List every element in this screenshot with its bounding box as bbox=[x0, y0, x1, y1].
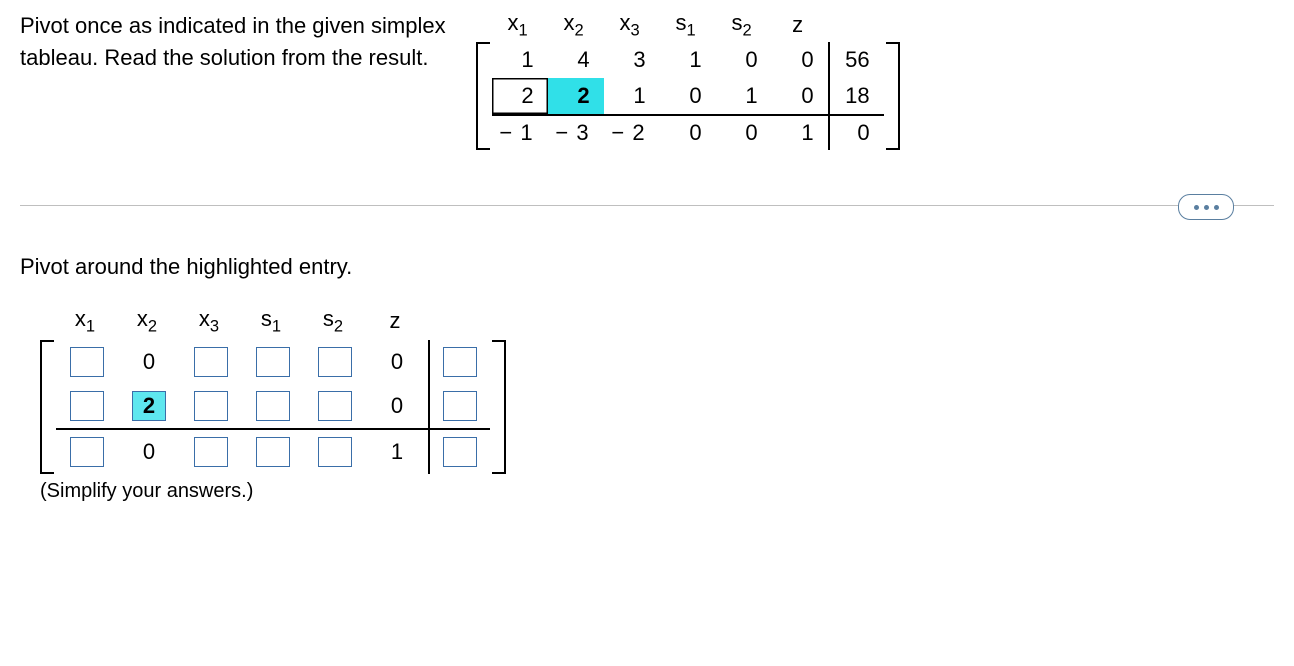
ans-r3c2: 0 bbox=[118, 428, 180, 474]
hdr-z: z bbox=[770, 10, 826, 40]
cell-r2c1: 2 bbox=[492, 78, 548, 114]
cell-r1c6: 0 bbox=[772, 42, 828, 78]
ans-r1c6: 0 bbox=[366, 340, 428, 384]
tableau-body: 1 4 3 1 0 0 56 2 2 1 0 1 0 18 − 1 − 3 − … bbox=[476, 42, 900, 150]
input-r1c4[interactable] bbox=[256, 347, 290, 377]
divider-line bbox=[20, 205, 1274, 206]
input-r2c1[interactable] bbox=[70, 391, 104, 421]
cell-r3c7: 0 bbox=[828, 114, 884, 150]
hdr-x2: x2 bbox=[546, 10, 602, 40]
ans-r1c1 bbox=[56, 340, 118, 384]
ans-r3c6: 1 bbox=[366, 428, 428, 474]
cell-r2c4: 0 bbox=[660, 78, 716, 114]
answer-headers: x1 x2 x3 s1 s2 z bbox=[54, 306, 1274, 336]
hdr-s1: s1 bbox=[658, 10, 714, 40]
ans-r1c4 bbox=[242, 340, 304, 384]
input-r2c3[interactable] bbox=[194, 391, 228, 421]
input-r1c7[interactable] bbox=[443, 347, 477, 377]
ans-r2c7 bbox=[428, 384, 490, 428]
cell-r3c4: 0 bbox=[660, 114, 716, 150]
ans-r2c4 bbox=[242, 384, 304, 428]
ans-r2c2: 2 bbox=[118, 384, 180, 428]
cell-r1c3: 3 bbox=[604, 42, 660, 78]
left-bracket bbox=[476, 42, 492, 150]
input-r1c3[interactable] bbox=[194, 347, 228, 377]
problem-text: Pivot once as indicated in the given sim… bbox=[20, 10, 446, 74]
cell-r1c1: 1 bbox=[492, 42, 548, 78]
cell-r1c4: 1 bbox=[660, 42, 716, 78]
ans-r1c2: 0 bbox=[118, 340, 180, 384]
input-r2c5[interactable] bbox=[318, 391, 352, 421]
ahdr-x2: x2 bbox=[116, 306, 178, 336]
ans-r3c5 bbox=[304, 428, 366, 474]
input-r1c1[interactable] bbox=[70, 347, 104, 377]
subheading: Pivot around the highlighted entry. bbox=[20, 254, 1274, 280]
hdr-x3: x3 bbox=[602, 10, 658, 40]
hdr-x1: x1 bbox=[490, 10, 546, 40]
cell-r2c7: 18 bbox=[828, 78, 884, 114]
prompt-line-2: tableau. Read the solution from the resu… bbox=[20, 45, 428, 70]
ahdr-s1: s1 bbox=[240, 306, 302, 336]
prompt-line-1: Pivot once as indicated in the given sim… bbox=[20, 13, 446, 38]
input-r2c7[interactable] bbox=[443, 391, 477, 421]
ahdr-x3: x3 bbox=[178, 306, 240, 336]
cell-r2c6: 0 bbox=[772, 78, 828, 114]
input-r2c4[interactable] bbox=[256, 391, 290, 421]
cell-r2c3: 1 bbox=[604, 78, 660, 114]
ahdr-z: z bbox=[364, 306, 426, 336]
cell-r3c5: 0 bbox=[716, 114, 772, 150]
ans-r1c7 bbox=[428, 340, 490, 384]
more-button[interactable] bbox=[1178, 194, 1234, 220]
cell-r3c6: 1 bbox=[772, 114, 828, 150]
cell-r3c1: − 1 bbox=[492, 114, 548, 150]
ans-r3c3 bbox=[180, 428, 242, 474]
input-r3c4[interactable] bbox=[256, 437, 290, 467]
ans-r3c7 bbox=[428, 428, 490, 474]
input-r3c1[interactable] bbox=[70, 437, 104, 467]
ahdr-s2: s2 bbox=[302, 306, 364, 336]
ans-r1c3 bbox=[180, 340, 242, 384]
section-divider bbox=[20, 194, 1274, 218]
right-bracket bbox=[884, 42, 900, 150]
ans-r2c5 bbox=[304, 384, 366, 428]
simplify-note: (Simplify your answers.) bbox=[40, 480, 1274, 503]
cell-r1c7: 56 bbox=[828, 42, 884, 78]
cell-r1c5: 0 bbox=[716, 42, 772, 78]
ans-r2c6: 0 bbox=[366, 384, 428, 428]
input-r3c3[interactable] bbox=[194, 437, 228, 467]
ans-r3c4 bbox=[242, 428, 304, 474]
cell-r2c2-pivot: 2 bbox=[548, 78, 604, 114]
hdr-rhs bbox=[826, 10, 882, 40]
ans-left-bracket bbox=[40, 340, 56, 474]
ans-r2c3 bbox=[180, 384, 242, 428]
cell-r3c3: − 2 bbox=[604, 114, 660, 150]
given-tableau: x1 x2 x3 s1 s2 z 1 4 3 1 0 0 56 2 2 1 0 … bbox=[476, 10, 900, 150]
tableau-headers: x1 x2 x3 s1 s2 z bbox=[490, 10, 900, 40]
input-r3c7[interactable] bbox=[443, 437, 477, 467]
answer-tableau: x1 x2 x3 s1 s2 z 0 0 2 0 0 bbox=[40, 306, 1274, 503]
cell-r1c2: 4 bbox=[548, 42, 604, 78]
ahdr-rhs bbox=[426, 306, 488, 336]
ans-r1c5 bbox=[304, 340, 366, 384]
cell-r3c2: − 3 bbox=[548, 114, 604, 150]
ans-right-bracket bbox=[490, 340, 506, 474]
pivot-value: 2 bbox=[132, 391, 166, 421]
hdr-s2: s2 bbox=[714, 10, 770, 40]
ahdr-x1: x1 bbox=[54, 306, 116, 336]
cell-r2c5: 1 bbox=[716, 78, 772, 114]
ans-r2c1 bbox=[56, 384, 118, 428]
input-r3c5[interactable] bbox=[318, 437, 352, 467]
ans-r3c1 bbox=[56, 428, 118, 474]
input-r1c5[interactable] bbox=[318, 347, 352, 377]
